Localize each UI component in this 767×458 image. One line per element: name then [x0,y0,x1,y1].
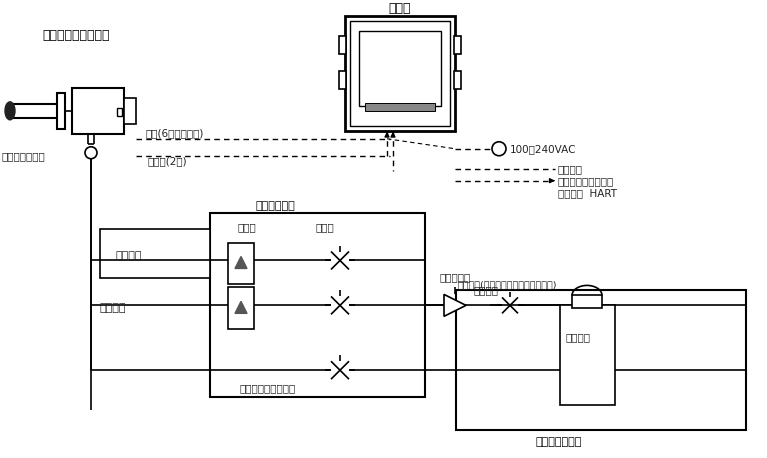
Bar [124,98,136,124]
Circle shape [85,147,97,159]
Text: 校正气体压力调节器: 校正气体压力调节器 [240,383,296,393]
Text: 信号(6芯屏蔽电缆): 信号(6芯屏蔽电缆) [145,128,203,138]
Bar [72,88,124,134]
Bar [350,21,450,126]
Text: 分离式氧化锆检测器: 分离式氧化锆检测器 [42,28,110,42]
Bar [454,36,461,54]
Text: 触点输入: 触点输入 [558,164,583,174]
Polygon shape [235,301,247,313]
Bar [228,243,254,284]
Ellipse shape [5,102,15,120]
Text: 校正气体单元箱: 校正气体单元箱 [536,437,582,447]
Bar [359,31,441,106]
Bar [456,290,746,430]
Text: 校正气体: 校正气体 [100,303,127,313]
Polygon shape [444,294,466,316]
Bar [228,288,254,329]
Text: 针形阀: 针形阀 [315,223,334,233]
Bar [339,71,346,89]
Text: 参比气体: 参比气体 [115,251,141,262]
Bar [117,108,122,116]
Bar [100,229,210,278]
Bar [454,71,461,89]
Text: 流量计: 流量计 [238,223,257,233]
Bar [339,36,346,54]
Text: 变换器: 变换器 [389,1,411,15]
Polygon shape [235,256,247,268]
Bar [210,213,425,397]
Text: 流量设定装置: 流量设定装置 [255,201,295,211]
Text: 量程气体(与零点气体相同的校正单元): 量程气体(与零点气体相同的校正单元) [458,280,558,289]
Text: 加热器(2芯): 加热器(2芯) [148,156,188,166]
Text: 数字输出  HART: 数字输出 HART [558,189,617,199]
Bar [560,305,615,405]
Bar [572,295,602,308]
Bar [365,103,435,111]
Text: 100～240VAC: 100～240VAC [510,144,577,154]
Text: 模拟输出，触点输出: 模拟输出，触点输出 [558,176,614,185]
Text: 零点气瓶: 零点气瓶 [565,333,590,342]
Circle shape [492,142,506,156]
Bar [345,16,455,131]
Text: 仪表气体: 仪表气体 [473,285,498,295]
Text: 气体调节阀: 气体调节阀 [440,273,471,283]
Text: 止回阀或截止阀: 止回阀或截止阀 [2,151,46,161]
Bar [57,93,65,129]
